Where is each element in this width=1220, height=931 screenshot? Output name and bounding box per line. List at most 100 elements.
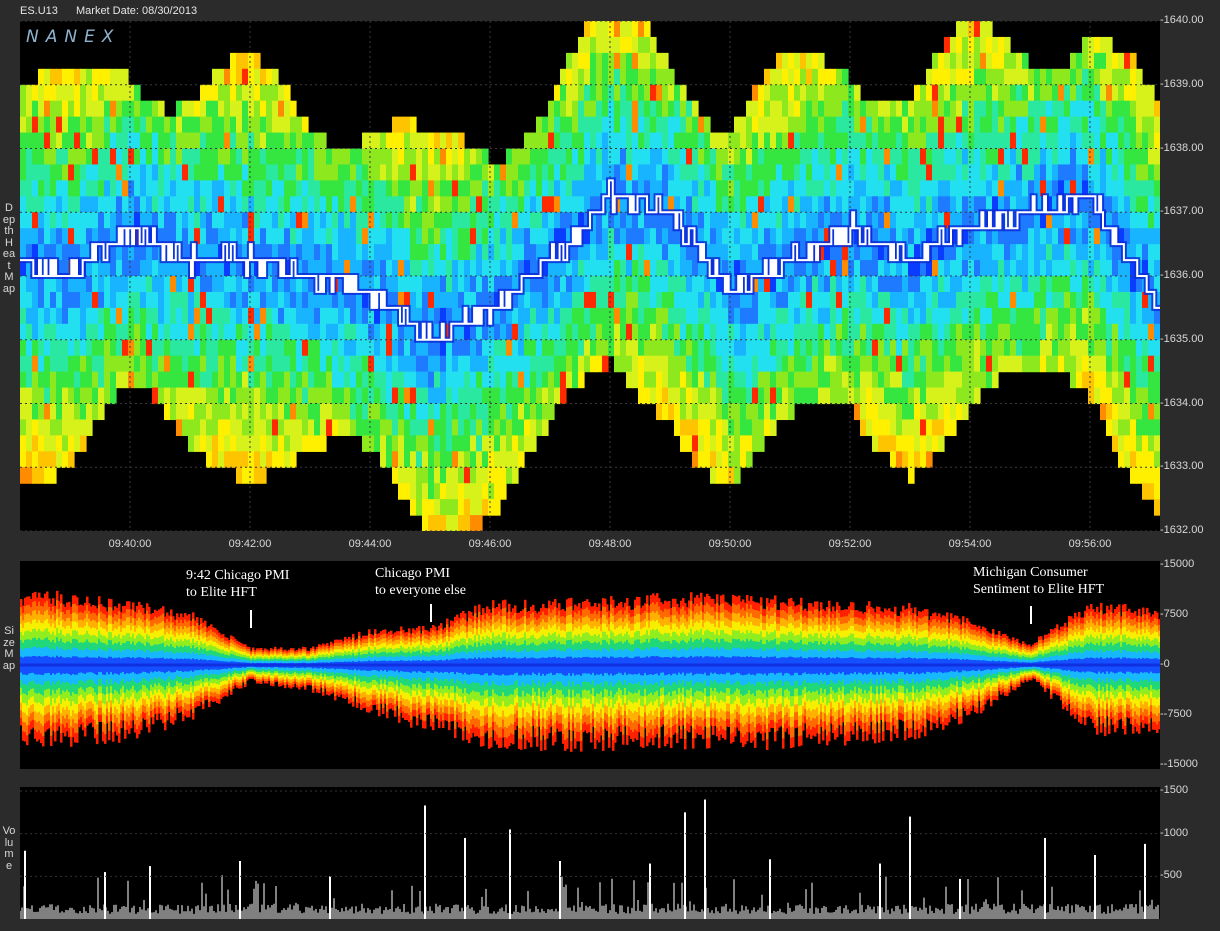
heat-cell [764,244,771,261]
heat-cell [938,371,945,389]
heat-cell [548,260,555,277]
heat-cell [578,260,585,277]
heat-cell [98,164,105,181]
heat-cell [914,132,921,150]
heat-cell [1118,451,1125,468]
heat-cell [512,164,519,181]
heat-cell [1124,323,1131,341]
heat-cell [1154,499,1160,516]
heat-cell [74,371,81,389]
heat-cell [674,116,681,134]
heat-cell [506,371,513,389]
heat-cell [884,323,891,341]
heat-cell [860,419,867,436]
heat-cell [1142,419,1149,436]
heat-cell [476,164,483,181]
heat-cell [236,276,243,293]
heat-cell [206,387,213,405]
heat-cell [182,387,189,405]
heat-cell [626,68,633,86]
heat-cell [884,403,891,421]
heat-cell [938,212,945,229]
heat-cell [866,355,873,373]
heat-cell [464,451,471,468]
heat-cell [986,260,993,277]
heat-cell [266,116,273,134]
heat-cell [350,148,357,166]
heat-cell [836,276,843,293]
heat-cell [1136,116,1143,134]
heat-cell [710,148,717,166]
heat-cell [482,419,489,436]
heat-cell [86,260,93,277]
heat-cell [938,387,945,405]
heat-cell [560,148,567,166]
heat-cell [884,164,891,181]
heat-cell [194,291,201,309]
heat-cell [938,100,945,118]
heat-cell [746,371,753,389]
heat-cell [602,260,609,277]
heat-cell [602,21,609,38]
heat-cell [116,291,123,309]
heat-cell [878,100,885,118]
heat-cell [158,291,165,309]
heat-cell [68,228,75,245]
heat-cell [122,371,129,389]
heat-cell [128,323,135,341]
heat-cell [1004,116,1011,134]
heat-cell [20,180,27,197]
heat-cell [854,196,861,213]
heat-cell [146,260,153,277]
heat-cell [956,371,963,389]
heat-cell [326,148,333,166]
heat-cell [302,180,309,197]
heat-cell [530,307,537,325]
heat-cell [788,84,795,102]
heat-cell [968,355,975,373]
heat-cell [224,116,231,134]
heat-cell [134,196,141,213]
heat-cell [38,451,45,468]
heat-cell [596,100,603,118]
heat-cell [422,515,429,531]
heat-cell [566,291,573,309]
heat-cell [530,228,537,245]
heat-cell [1124,419,1131,436]
heat-cell [668,276,675,293]
heat-cell [500,164,507,181]
heat-cell [434,339,441,357]
heat-cell [1142,467,1149,484]
heat-cell [272,451,279,468]
heat-cell [764,132,771,150]
heat-cell [1118,291,1125,309]
heat-cell [260,419,267,436]
heat-cell [458,355,465,373]
heat-cell [80,244,87,261]
heat-cell [110,196,117,213]
heat-cell [50,228,57,245]
heat-cell [728,148,735,166]
heat-cell [1022,100,1029,118]
heat-cell [662,403,669,421]
heat-cell [146,212,153,229]
heat-cell [650,148,657,166]
heat-cell [584,116,591,134]
heat-cell [830,244,837,261]
heat-cell [386,196,393,213]
heat-cell [140,196,147,213]
heat-cell [674,339,681,357]
heat-cell [1142,148,1149,166]
heat-cell [374,212,381,229]
heat-cell [806,228,813,245]
heat-cell [98,371,105,389]
heat-cell [122,260,129,277]
heat-cell [692,435,699,452]
heat-cell [746,132,753,150]
heat-cell [506,244,513,261]
heat-cell [1016,228,1023,245]
heat-cell [596,196,603,213]
heat-cell [224,435,231,452]
heat-cell [824,291,831,309]
heat-cell [680,164,687,181]
